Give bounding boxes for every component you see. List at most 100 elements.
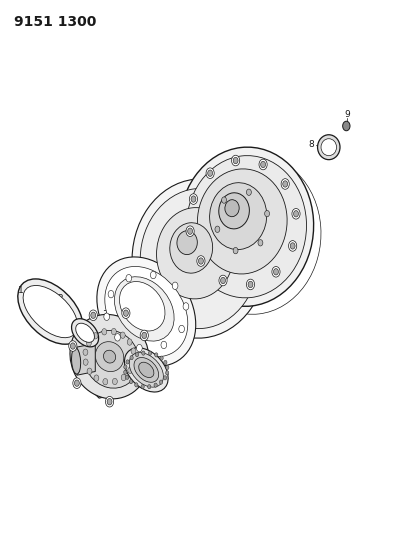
Circle shape: [135, 383, 138, 387]
Circle shape: [69, 341, 77, 351]
Ellipse shape: [318, 135, 340, 160]
Circle shape: [135, 352, 139, 357]
Circle shape: [142, 332, 147, 338]
Text: 4: 4: [136, 342, 142, 351]
Circle shape: [292, 208, 300, 219]
Circle shape: [191, 196, 196, 202]
Circle shape: [94, 375, 99, 381]
Circle shape: [123, 310, 128, 317]
Circle shape: [115, 334, 120, 341]
Circle shape: [93, 333, 98, 339]
Circle shape: [111, 328, 116, 335]
Ellipse shape: [125, 348, 168, 392]
Ellipse shape: [18, 279, 83, 344]
Circle shape: [113, 378, 117, 385]
Circle shape: [283, 181, 288, 187]
Circle shape: [142, 351, 145, 355]
Ellipse shape: [210, 183, 267, 249]
Circle shape: [124, 370, 127, 374]
Circle shape: [154, 383, 157, 387]
Circle shape: [83, 349, 88, 356]
Circle shape: [247, 189, 252, 196]
Text: 8: 8: [308, 140, 314, 149]
Circle shape: [150, 271, 156, 279]
Ellipse shape: [84, 330, 139, 388]
Ellipse shape: [134, 358, 159, 382]
Text: 9151 1300: 9151 1300: [14, 14, 96, 29]
Circle shape: [140, 330, 148, 341]
Circle shape: [159, 380, 163, 384]
Ellipse shape: [225, 200, 239, 217]
Ellipse shape: [129, 353, 164, 387]
Polygon shape: [77, 343, 95, 375]
Circle shape: [289, 240, 297, 251]
Circle shape: [186, 226, 194, 237]
Circle shape: [89, 310, 97, 320]
Ellipse shape: [72, 319, 99, 347]
Text: 2: 2: [58, 294, 63, 303]
Circle shape: [126, 274, 132, 282]
Circle shape: [148, 385, 151, 389]
Ellipse shape: [132, 179, 267, 338]
Circle shape: [164, 360, 167, 365]
Circle shape: [215, 226, 220, 232]
Circle shape: [183, 303, 189, 310]
Ellipse shape: [197, 169, 287, 274]
Circle shape: [86, 340, 91, 346]
Circle shape: [103, 378, 108, 385]
Circle shape: [155, 353, 158, 357]
Circle shape: [231, 155, 240, 166]
Circle shape: [104, 313, 110, 320]
Circle shape: [124, 365, 127, 369]
Circle shape: [70, 343, 75, 349]
Circle shape: [189, 194, 198, 204]
Circle shape: [74, 380, 79, 386]
Ellipse shape: [139, 362, 154, 377]
Ellipse shape: [321, 139, 337, 156]
Circle shape: [131, 358, 136, 364]
Circle shape: [164, 376, 167, 380]
Circle shape: [221, 277, 226, 284]
Circle shape: [290, 243, 295, 249]
Ellipse shape: [70, 314, 149, 399]
Ellipse shape: [97, 257, 196, 366]
Ellipse shape: [120, 281, 165, 331]
Circle shape: [131, 348, 136, 354]
Circle shape: [272, 266, 280, 277]
Ellipse shape: [114, 277, 174, 341]
Circle shape: [179, 325, 185, 333]
Ellipse shape: [170, 223, 212, 273]
Circle shape: [141, 384, 144, 389]
Circle shape: [121, 374, 126, 381]
Circle shape: [222, 197, 226, 203]
Circle shape: [172, 282, 178, 289]
Circle shape: [166, 371, 169, 375]
Circle shape: [148, 351, 152, 356]
Circle shape: [160, 356, 163, 360]
Circle shape: [120, 332, 125, 338]
Circle shape: [136, 344, 142, 352]
Circle shape: [247, 279, 254, 290]
Polygon shape: [71, 315, 149, 398]
Ellipse shape: [186, 156, 307, 298]
Ellipse shape: [76, 323, 95, 342]
Circle shape: [274, 269, 278, 275]
Circle shape: [106, 397, 114, 407]
Circle shape: [166, 366, 169, 370]
Text: 9: 9: [345, 110, 351, 119]
Circle shape: [188, 228, 192, 235]
Text: 3: 3: [103, 310, 109, 319]
Ellipse shape: [140, 189, 259, 328]
Ellipse shape: [23, 286, 78, 338]
Text: 1: 1: [18, 286, 24, 295]
Ellipse shape: [95, 342, 124, 372]
Text: 7: 7: [198, 211, 203, 220]
Circle shape: [91, 312, 96, 318]
Circle shape: [199, 258, 203, 264]
Circle shape: [129, 379, 133, 384]
Ellipse shape: [157, 208, 234, 299]
Circle shape: [293, 211, 298, 217]
Circle shape: [127, 339, 132, 345]
Circle shape: [343, 121, 350, 131]
Circle shape: [261, 161, 266, 168]
